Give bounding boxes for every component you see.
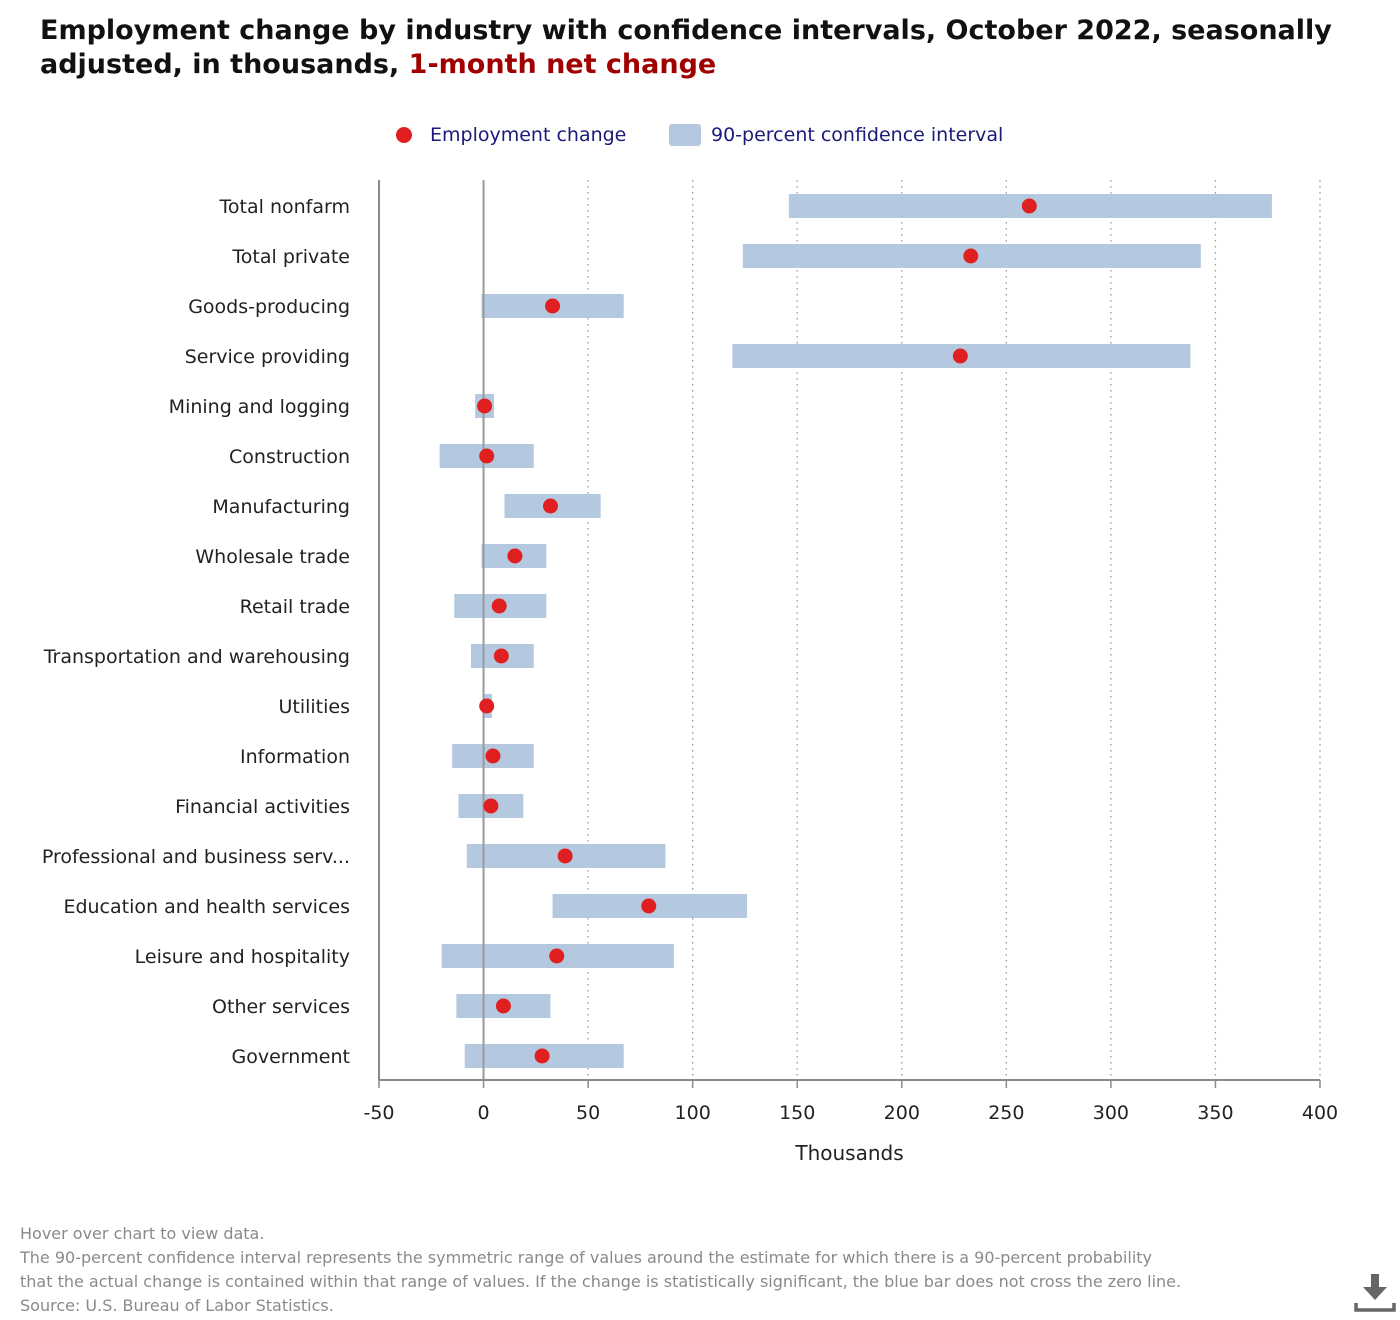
- legend-item-employment-change[interactable]: Employment change: [396, 118, 626, 152]
- chart-plot[interactable]: Total nonfarm Total private Goods-producin…: [0, 0, 1400, 1200]
- note-hover: Hover over chart to view data.: [20, 1224, 265, 1243]
- category-label: Wholesale trade: [195, 546, 350, 568]
- employment-change-dot[interactable]: [952, 348, 968, 364]
- employment-change-dot[interactable]: [495, 998, 511, 1014]
- category-label: Utilities: [278, 696, 350, 718]
- legend-item-confidence-interval[interactable]: 90-percent confidence interval: [669, 118, 1003, 152]
- employment-change-dot[interactable]: [545, 298, 561, 314]
- employment-change-dot[interactable]: [534, 1048, 550, 1064]
- legend-label-confidence-interval: 90-percent confidence interval: [711, 124, 1004, 146]
- category-label: Construction: [229, 446, 350, 468]
- category-label: Mining and logging: [169, 396, 350, 418]
- employment-change-dot[interactable]: [491, 598, 507, 614]
- download-icon: [1354, 1274, 1396, 1312]
- x-tick-label: 300: [1093, 1102, 1129, 1124]
- chart-legend: Employment change 90-percent confidence …: [0, 118, 1400, 152]
- category-label: Manufacturing: [212, 496, 350, 518]
- employment-change-dot[interactable]: [479, 448, 495, 464]
- x-tick-label: 250: [988, 1102, 1024, 1124]
- category-label: Government: [232, 1046, 351, 1068]
- employment-change-dot[interactable]: [1021, 198, 1037, 214]
- employment-change-dot[interactable]: [493, 648, 509, 664]
- employment-change-dot[interactable]: [557, 848, 573, 864]
- category-label: Education and health services: [63, 896, 350, 918]
- x-axis-title: Thousands: [794, 1141, 903, 1165]
- x-tick-label: 200: [884, 1102, 920, 1124]
- legend-label-employment-change: Employment change: [430, 124, 627, 146]
- category-label: Total nonfarm: [219, 196, 350, 218]
- x-tick-label: 150: [779, 1102, 815, 1124]
- employment-change-dot[interactable]: [549, 948, 565, 964]
- note-source: Source: U.S. Bureau of Labor Statistics.: [20, 1296, 334, 1315]
- category-label: Other services: [212, 996, 350, 1018]
- category-label: Leisure and hospitality: [135, 946, 350, 968]
- category-label: Financial activities: [175, 796, 350, 818]
- category-label: Retail trade: [240, 596, 350, 618]
- category-label: Professional and business serv...: [42, 846, 350, 868]
- x-tick-label: 50: [576, 1102, 600, 1124]
- category-label: Total private: [231, 246, 350, 268]
- employment-change-dot[interactable]: [963, 248, 979, 264]
- x-tick-label: 400: [1302, 1102, 1338, 1124]
- category-label: Service providing: [185, 346, 350, 368]
- download-button[interactable]: [1350, 1270, 1396, 1316]
- chart-title-main: Employment change by industry with confi…: [40, 15, 1332, 80]
- employment-change-dot[interactable]: [641, 898, 657, 914]
- x-tick-label: 100: [675, 1102, 711, 1124]
- employment-change-dot[interactable]: [477, 398, 493, 414]
- x-tick-label: 350: [1197, 1102, 1233, 1124]
- employment-change-dot[interactable]: [485, 748, 501, 764]
- note-ci-line1: The 90-percent confidence interval repre…: [20, 1248, 1152, 1267]
- category-label: Transportation and warehousing: [43, 646, 350, 668]
- chart-title-highlight: 1-month net change: [408, 49, 717, 80]
- category-label: Information: [240, 746, 350, 768]
- x-tick-label: 0: [478, 1102, 490, 1124]
- employment-change-dot[interactable]: [479, 698, 495, 714]
- x-tick-label: -50: [363, 1102, 394, 1124]
- legend-box-marker: [669, 124, 701, 146]
- chart-title: Employment change by industry with confi…: [40, 14, 1360, 82]
- employment-change-dot[interactable]: [542, 498, 558, 514]
- chart-notes: Hover over chart to view data. The 90-pe…: [20, 1222, 1320, 1318]
- employment-change-dot[interactable]: [507, 548, 523, 564]
- category-label: Goods-producing: [188, 296, 350, 318]
- note-ci-line2: that the actual change is contained with…: [20, 1272, 1182, 1291]
- employment-change-dot[interactable]: [483, 798, 499, 814]
- legend-dot-marker: [396, 127, 412, 143]
